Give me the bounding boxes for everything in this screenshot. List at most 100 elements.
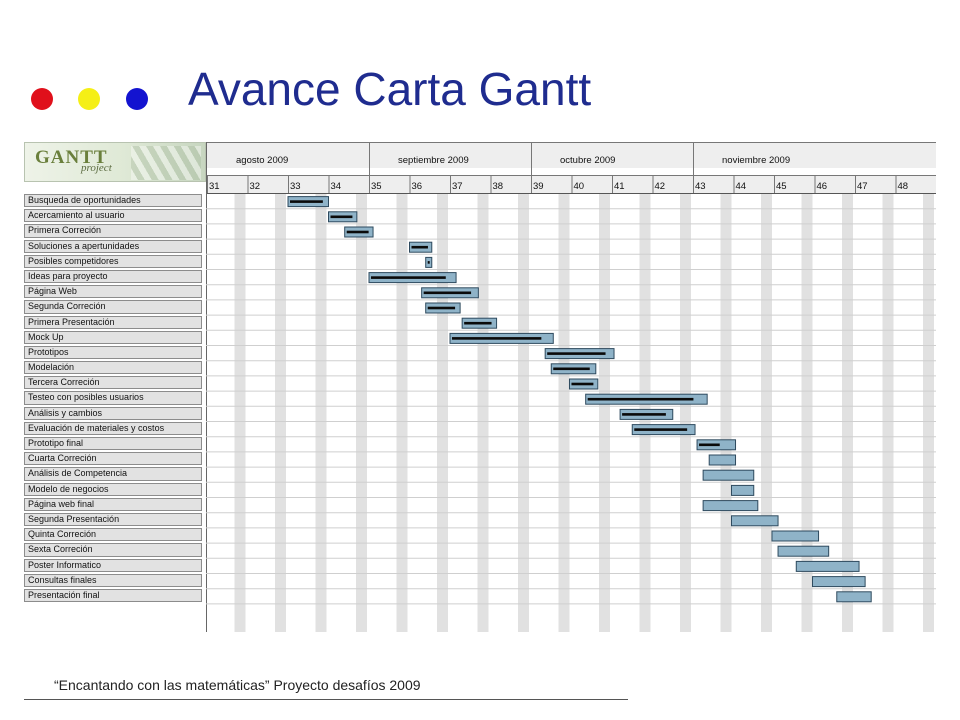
footer-divider xyxy=(24,699,628,700)
task-bar xyxy=(836,591,872,603)
task-progress xyxy=(411,245,428,249)
task-label: Poster Informatico xyxy=(24,558,202,572)
task-progress xyxy=(423,291,472,295)
weekend-stripe xyxy=(315,194,327,632)
week-label: 34 xyxy=(331,181,342,192)
week-label: 37 xyxy=(452,181,463,192)
week-header-row xyxy=(206,176,936,193)
task-label: Cuarta Correción xyxy=(24,452,202,466)
task-label: Soluciones a apertunidades xyxy=(24,239,202,253)
task-bar xyxy=(811,576,866,588)
month-label: septiembre 2009 xyxy=(398,155,469,166)
weekend-stripe xyxy=(518,194,529,632)
weekend-stripe xyxy=(437,194,448,632)
task-label: Ideas para proyecto xyxy=(24,269,202,284)
yellow-dot-icon xyxy=(78,88,100,110)
task-label: Quinta Correción xyxy=(24,528,202,542)
week-label: 47 xyxy=(857,181,868,192)
month-header-row xyxy=(206,142,936,168)
task-label: Análisis de Competencia xyxy=(24,467,202,481)
task-label: Sexta Correción xyxy=(24,543,202,557)
weekend-stripe xyxy=(801,194,813,632)
task-bar xyxy=(730,484,755,496)
weekend-stripe xyxy=(356,194,367,632)
weekend-stripe xyxy=(680,194,691,632)
weekend-stripe xyxy=(882,194,894,632)
logo-sub: project xyxy=(81,162,112,174)
task-bar xyxy=(708,454,737,466)
blue-dot-icon xyxy=(126,88,148,110)
task-progress xyxy=(330,215,353,219)
task-list: Busqueda de oportunidades Acercamiento al… xyxy=(24,194,202,604)
task-progress xyxy=(547,352,606,355)
week-label: 40 xyxy=(574,181,585,192)
gantt-chart: agosto 2009 septiembre 2009 octubre 2009 no… xyxy=(206,142,936,632)
task-bar xyxy=(777,545,830,557)
task-progress xyxy=(290,200,323,203)
task-label: Mock Up xyxy=(24,330,202,344)
task-label: Modelación xyxy=(24,361,202,375)
weekend-stripe xyxy=(477,194,489,632)
task-label: Consultas finales xyxy=(24,573,202,587)
week-label: 35 xyxy=(371,181,382,192)
task-progress xyxy=(571,382,594,386)
task-label: Prototipos xyxy=(24,345,202,360)
week-label: 43 xyxy=(695,181,706,192)
task-progress xyxy=(622,413,666,416)
week-label: 31 xyxy=(209,181,220,192)
task-progress xyxy=(587,397,694,401)
task-label: Página Web xyxy=(24,285,202,299)
task-label: Posibles competidores xyxy=(24,254,202,268)
task-label: Página web final xyxy=(24,497,202,511)
ganttproject-logo: GANTT project xyxy=(24,142,206,182)
task-bar xyxy=(702,469,755,481)
task-bar xyxy=(795,560,860,572)
task-progress xyxy=(553,367,590,371)
week-label: 44 xyxy=(736,181,747,192)
task-bar xyxy=(702,500,759,512)
month-label: octubre 2009 xyxy=(560,155,615,166)
task-label: Modelo de negocios xyxy=(24,482,202,496)
week-label: 45 xyxy=(776,181,787,192)
week-label: 41 xyxy=(614,181,625,192)
week-label: 39 xyxy=(533,181,544,192)
task-progress xyxy=(427,306,456,310)
week-label: 36 xyxy=(412,181,423,192)
weekend-stripe xyxy=(599,194,610,632)
task-label: Primera Correción xyxy=(24,224,202,238)
week-label: 32 xyxy=(250,181,261,192)
task-progress xyxy=(634,428,688,431)
weekend-stripe xyxy=(842,194,853,632)
task-label: Acercamiento al usuario xyxy=(24,209,202,223)
slide-title: Avance Carta Gantt xyxy=(188,63,592,115)
week-label: 42 xyxy=(655,181,666,192)
month-label: agosto 2009 xyxy=(236,155,288,166)
task-progress xyxy=(452,337,542,340)
task-progress xyxy=(427,261,430,264)
task-label: Segunda Correción xyxy=(24,300,202,314)
task-label: Tercera Correción xyxy=(24,376,202,390)
week-label: 38 xyxy=(493,181,504,192)
week-label: 48 xyxy=(898,181,909,192)
task-label: Presentación final xyxy=(24,588,202,603)
task-label: Análisis y cambios xyxy=(24,406,202,420)
weekend-stripe xyxy=(761,194,772,632)
task-progress xyxy=(371,276,446,279)
task-label: Evaluación de materiales y costos xyxy=(24,421,202,435)
task-bar xyxy=(730,515,779,527)
week-label: 46 xyxy=(817,181,828,192)
week-label: 33 xyxy=(290,181,301,192)
footer-caption: “Encantando con las matemáticas” Proyect… xyxy=(54,677,421,693)
red-dot-icon xyxy=(31,88,53,110)
weekend-stripe xyxy=(923,194,934,632)
task-label: Busqueda de oportunidades xyxy=(24,194,202,208)
weekend-stripe xyxy=(275,194,286,632)
task-label: Testeo con posibles usuarios xyxy=(24,391,202,405)
logo-hex-pattern xyxy=(131,146,201,180)
weekend-stripe xyxy=(396,194,408,632)
weekend-stripe xyxy=(234,194,246,632)
task-progress xyxy=(346,230,369,234)
month-label: noviembre 2009 xyxy=(722,155,790,166)
task-progress xyxy=(699,443,720,447)
task-bar xyxy=(771,530,820,542)
